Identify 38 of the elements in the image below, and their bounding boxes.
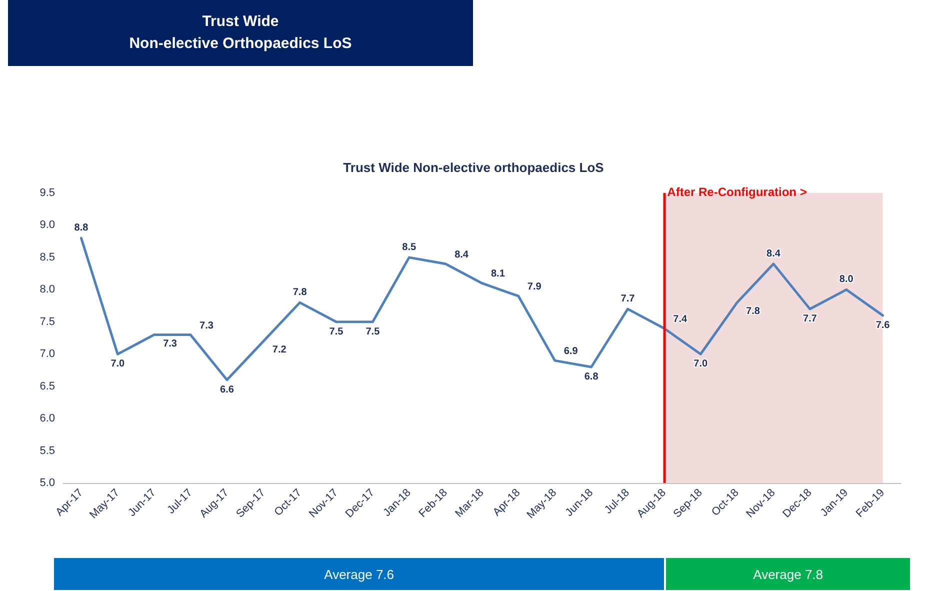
y-tick-label: 5.5 <box>40 444 55 457</box>
y-tick-label: 6.5 <box>40 380 55 392</box>
data-label: 7.3 <box>200 320 214 332</box>
data-label: 8.8 <box>74 222 89 234</box>
y-tick-label: 9.0 <box>40 219 55 232</box>
data-label: 7.7 <box>802 314 818 324</box>
data-label: 8.0 <box>839 274 854 286</box>
data-label: 7.0 <box>110 358 126 370</box>
data-label: 6.6 <box>220 384 234 396</box>
y-tick-label: 8.0 <box>40 284 55 296</box>
text: Average 7.6 <box>54 558 664 590</box>
data-label: 6.9 <box>564 346 578 358</box>
ref-line-label: After Re-Configuration > <box>667 185 807 199</box>
y-tick-label: 9.5 <box>40 187 55 199</box>
data-label: 7.6 <box>876 320 890 331</box>
y-tick-label: 7.5 <box>40 316 55 328</box>
data-label: 7.5 <box>366 326 380 338</box>
text: Trust Wide Non-elective Orthopaedics LoS <box>8 0 473 66</box>
y-tick-label: 8.5 <box>40 251 55 264</box>
data-label: 8.5 <box>402 242 417 253</box>
data-label: 7.3 <box>163 338 178 350</box>
data-label: 7.9 <box>527 282 542 293</box>
data-label: 7.7 <box>620 294 636 304</box>
data-label: 8.1 <box>491 268 506 280</box>
data-label: 7.0 <box>694 358 708 370</box>
text: Average 7.8 <box>666 558 910 590</box>
y-tick-label: 7.0 <box>40 348 55 360</box>
data-label: 8.4 <box>766 248 781 260</box>
y-tick-label: 5.0 <box>40 477 55 489</box>
data-label: 7.8 <box>292 287 308 298</box>
data-label: 8.4 <box>454 249 469 260</box>
data-label: 7.5 <box>329 326 344 338</box>
data-label: 7.4 <box>673 314 688 325</box>
y-tick-label: 6.0 <box>40 412 55 425</box>
chart-title: Trust Wide Non-elective orthopaedics LoS <box>343 160 604 175</box>
data-label: 7.2 <box>272 344 287 356</box>
data-label: 7.8 <box>746 306 760 318</box>
data-label: 6.8 <box>584 372 599 382</box>
